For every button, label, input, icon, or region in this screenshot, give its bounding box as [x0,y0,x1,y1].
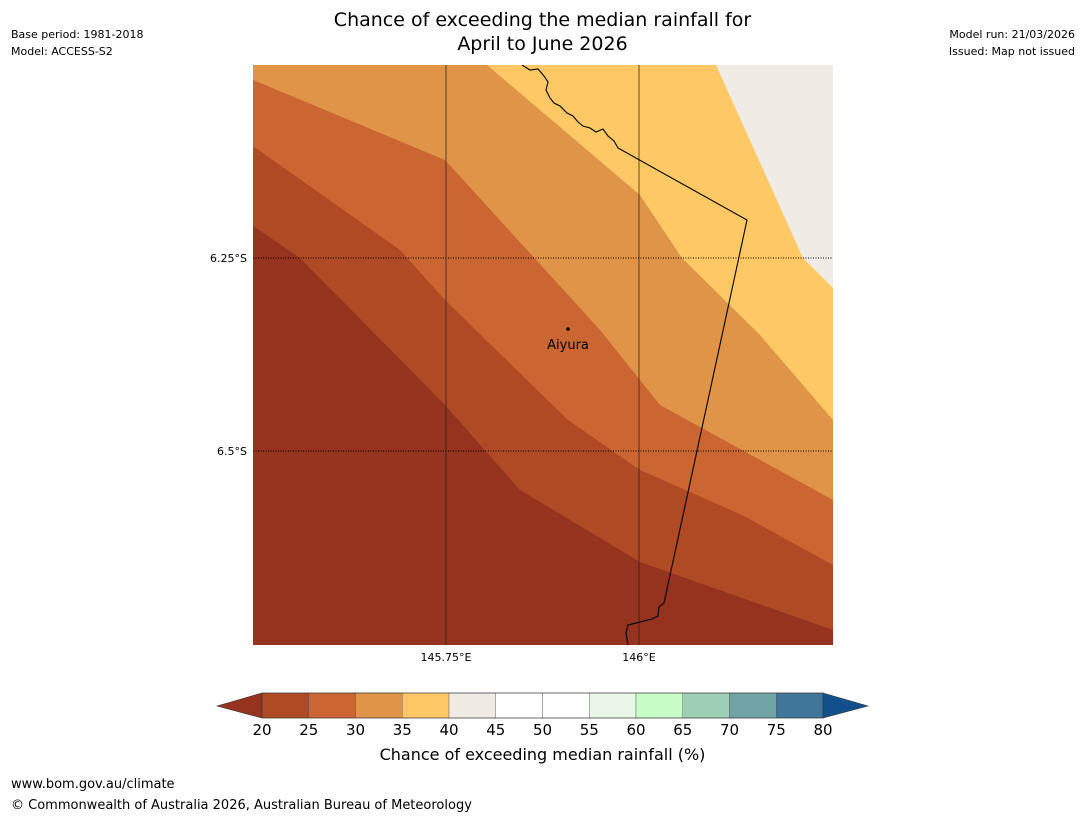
colorbar-segment [402,692,450,719]
map-title-line1: Chance of exceeding the median rainfall … [333,9,752,31]
map-title-line2: April to June 2026 [457,33,628,55]
colorbar-over-arrow [822,692,870,719]
map-title: Chance of exceeding the median rainfall … [0,8,1085,56]
colorbar-segment [729,692,777,719]
colorbar: 20 25 30 35 40 45 50 55 60 65 70 75 80 [215,692,870,739]
meta-left: Base period: 1981-2018 Model: ACCESS-S2 [11,26,143,60]
colorbar-tick-label: 80 [813,721,832,739]
colorbar-segments [261,692,824,719]
issued-text: Issued: Map not issued [948,45,1075,58]
colorbar-tick-label: 55 [580,721,599,739]
colorbar-tick-label: 60 [626,721,645,739]
colorbar-tick-label: 40 [439,721,458,739]
colorbar-frame [261,692,824,719]
colorbar-segment [635,692,683,719]
footer: www.bom.gov.au/climate © Commonwealth of… [11,774,472,816]
place-marker [566,327,570,331]
colorbar-segment [448,692,496,719]
base-period-text: Base period: 1981-2018 [11,28,144,41]
colorbar-segment [776,692,824,719]
colorbar-tick-label: 35 [393,721,412,739]
parallels [253,257,833,452]
longitude-ticks: 145.75°E 146°E [421,651,656,664]
lon-tick-145-75: 145.75°E [421,651,472,664]
colorbar-tick-label: 50 [533,721,552,739]
colorbar-tick-labels: 20 25 30 35 40 45 50 55 60 65 70 75 80 [252,721,832,739]
colorbar-segment [682,692,730,719]
colorbar-title: Chance of exceeding median rainfall (%) [379,745,706,764]
colorbar-tick-label: 70 [720,721,739,739]
colorbar-tick-label: 45 [486,721,505,739]
colorbar-tick-label: 20 [252,721,271,739]
colorbar-segment [589,692,637,719]
colorbar-segment [355,692,403,719]
lat-tick-6-25: 6.25°S [210,252,247,265]
colorbar-segment [308,692,356,719]
zone-40-45 [716,65,833,288]
colorbar-under-arrow [215,692,263,719]
model-text: Model: ACCESS-S2 [11,45,113,58]
province-boundary [521,65,748,645]
lat-tick-6-5: 6.5°S [217,445,247,458]
boundary-line [521,65,748,645]
place-label: Aiyura [547,338,589,353]
meta-right: Model run: 21/03/2026 Issued: Map not is… [949,26,1075,60]
footer-website: www.bom.gov.au/climate [11,777,175,792]
place-aiyura: Aiyura [547,327,589,353]
latitude-ticks: 6.25°S 6.5°S [210,252,247,458]
colorbar-segment [261,692,309,719]
model-run-text: Model run: 21/03/2026 [949,28,1075,41]
meridians [445,65,640,645]
lon-tick-146: 146°E [622,651,655,664]
footer-copyright: © Commonwealth of Australia 2026, Austra… [11,798,472,813]
colorbar-tick-label: 25 [299,721,318,739]
colorbar-tick-label: 30 [346,721,365,739]
probability-zones [253,65,833,645]
colorbar-tick-label: 75 [767,721,786,739]
zone-35-40 [487,65,833,420]
colorbar-tick-label: 65 [673,721,692,739]
colorbar-segment [495,692,543,719]
colorbar-segment [542,692,590,719]
